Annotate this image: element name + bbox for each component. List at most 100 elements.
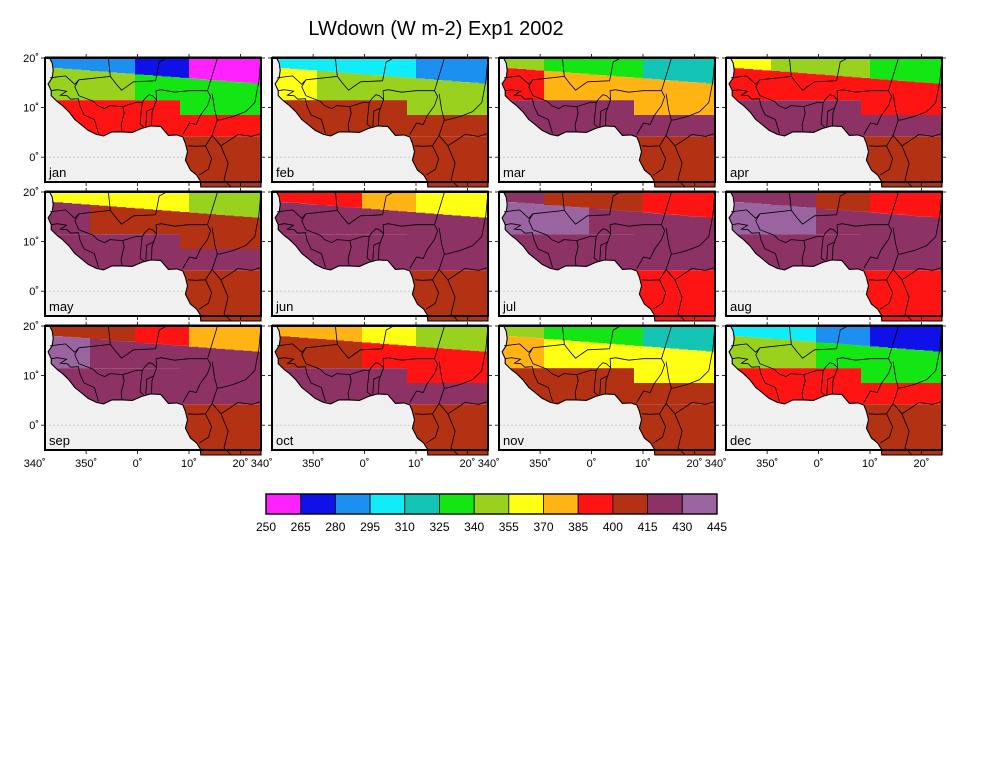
field-cell-north <box>652 57 662 80</box>
field-cell-south <box>688 270 698 321</box>
field-cell-sahel <box>652 79 662 116</box>
field-cell-south <box>216 270 226 321</box>
field-cell-coast <box>697 249 707 271</box>
field-cell-sahel <box>153 75 163 101</box>
field-cell-south <box>897 404 907 455</box>
colorbar-tick-label: 280 <box>325 520 345 534</box>
field-cell-south <box>643 404 653 455</box>
field-cell-sahel <box>499 201 509 235</box>
field-cell-north <box>380 57 390 76</box>
field-cell-sahel <box>54 202 64 235</box>
colorbar-frame <box>265 493 718 515</box>
field-cell-north <box>616 191 626 211</box>
field-cell-sahel <box>362 74 372 101</box>
field-cell-north <box>807 57 817 74</box>
panel-label: feb <box>276 165 294 180</box>
field-cell-north <box>870 191 880 213</box>
field-cell-coast <box>915 115 925 137</box>
map-panel-jul: jul <box>495 188 719 322</box>
field-cell-south <box>679 404 689 455</box>
colorbar-tick-label: 385 <box>568 520 588 534</box>
field-cell-coast <box>924 115 934 137</box>
field-cell-south <box>207 404 217 455</box>
field-cell-sahel <box>434 214 444 250</box>
field-cell-sahel <box>281 68 291 101</box>
field-cell-north <box>535 325 545 339</box>
field-cell-north <box>108 191 118 207</box>
field-cell-sahel <box>679 215 689 250</box>
country-borders <box>731 190 943 322</box>
figure-title: LWdown (W m-2) Exp1 2002 <box>308 18 564 40</box>
panel-frame <box>498 325 716 451</box>
colorbar-swatch <box>334 493 371 515</box>
field-cell-north <box>371 191 381 210</box>
field-cell-sahel <box>508 202 518 235</box>
field-cell-sahel <box>643 212 653 250</box>
field-cell-north <box>706 325 715 352</box>
field-cell-sahel <box>216 348 226 384</box>
field-cell-sahel <box>461 82 471 116</box>
field-cell-north <box>679 191 689 216</box>
field-cell-north <box>344 57 354 74</box>
field-cell-sahel <box>744 203 754 235</box>
field-cell-sahel <box>517 203 527 235</box>
field-cell-sahel <box>924 82 934 115</box>
x-tick-label: 10˚ <box>862 458 878 470</box>
field-cell-north <box>362 191 372 209</box>
field-cell-sahel <box>780 339 790 369</box>
field-cell-coast <box>643 249 653 271</box>
field-cell-south <box>479 136 488 187</box>
field-cell-sahel <box>117 207 127 235</box>
field-cell-sahel <box>688 350 698 384</box>
field-cell-north <box>162 57 172 77</box>
colorbar-tick-label: 430 <box>672 520 692 534</box>
field-cell-south <box>924 136 934 187</box>
field-cell-north <box>780 191 790 206</box>
field-cell-north <box>607 325 617 344</box>
field-cell-north <box>362 57 372 75</box>
field-cell-sahel <box>180 78 190 116</box>
field-cell-coast <box>879 249 889 271</box>
field-cell-north <box>335 57 345 73</box>
panel-frame <box>271 191 489 317</box>
field-cell-sahel <box>634 346 644 384</box>
field-cell-sahel <box>461 216 471 250</box>
field-cell-sahel <box>544 339 554 369</box>
field-cell-coast <box>461 249 471 271</box>
field-cell-north <box>888 325 898 348</box>
field-cell-sahel <box>45 201 55 235</box>
field-cell-sahel <box>616 344 626 369</box>
field-cell-sahel <box>198 213 208 250</box>
field-cell-north <box>326 325 336 340</box>
field-cell-coast <box>434 383 444 405</box>
field-cell-sahel <box>607 75 617 101</box>
field-cell-sahel <box>225 349 235 384</box>
field-cell-south <box>434 404 444 455</box>
field-cell-sahel <box>452 81 462 116</box>
field-cell-north <box>153 325 163 344</box>
field-cell-south <box>652 270 662 321</box>
field-cell-north <box>897 325 907 349</box>
field-cell-south <box>915 270 925 321</box>
field-cell-north <box>762 191 772 205</box>
field-cell-sahel <box>726 201 736 235</box>
x-tick-label: 340˚ <box>705 458 727 470</box>
panel-label: apr <box>730 165 749 180</box>
field-cell-sahel <box>344 341 354 369</box>
field-cell-north <box>643 325 653 347</box>
field-cell-sahel <box>54 336 64 369</box>
field-cell-sahel <box>108 206 118 235</box>
field-cell-north <box>807 191 817 208</box>
field-cell-north <box>688 57 698 83</box>
field-cell-north <box>843 325 853 345</box>
field-cell-north <box>108 325 118 341</box>
field-cell-sahel <box>643 346 653 384</box>
colorbar-tick-label: 340 <box>464 520 484 534</box>
field-cell-north <box>81 57 91 71</box>
field-cell-coast <box>897 115 907 137</box>
field-cell-north <box>389 57 399 77</box>
field-cell-north <box>371 57 381 76</box>
field-cell-north <box>670 57 680 81</box>
field-cell-north <box>933 325 942 352</box>
country-borders <box>50 324 262 456</box>
